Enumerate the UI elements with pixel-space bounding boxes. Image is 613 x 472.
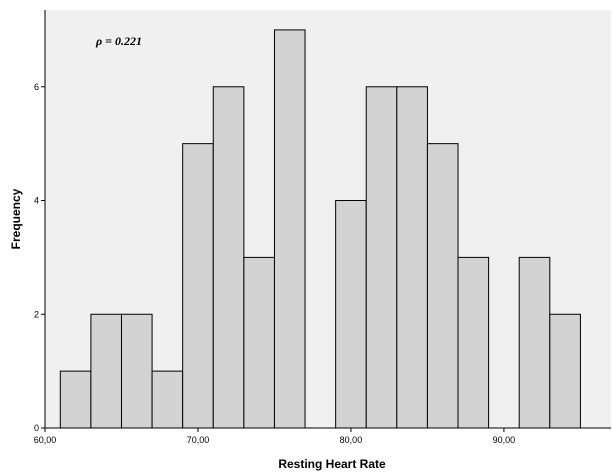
x-tick-label: 80,00 bbox=[340, 435, 363, 445]
histogram-bar bbox=[336, 201, 367, 428]
x-axis-title: Resting Heart Rate bbox=[278, 457, 386, 471]
rho-annotation: ρ = 0.221 bbox=[95, 34, 142, 48]
histogram-bar bbox=[183, 144, 214, 428]
histogram-bar bbox=[121, 314, 152, 428]
histogram-bar bbox=[519, 257, 550, 428]
x-tick-label: 60,00 bbox=[34, 435, 57, 445]
y-axis-title: Frequency bbox=[9, 188, 23, 249]
histogram-bar bbox=[427, 144, 458, 428]
x-tick-label: 70,00 bbox=[187, 435, 210, 445]
x-tick-label: 90,00 bbox=[493, 435, 516, 445]
histogram-bar bbox=[91, 314, 122, 428]
histogram-bar bbox=[152, 371, 183, 428]
y-tick-label: 6 bbox=[34, 82, 39, 92]
histogram-bar bbox=[213, 87, 244, 428]
histogram-bar bbox=[244, 257, 275, 428]
histogram-bar bbox=[550, 314, 581, 428]
y-tick-label: 4 bbox=[34, 196, 39, 206]
histogram-bar bbox=[366, 87, 397, 428]
histogram-bar bbox=[60, 371, 91, 428]
histogram-bar bbox=[458, 257, 489, 428]
y-tick-label: 0 bbox=[34, 423, 39, 433]
y-tick-label: 2 bbox=[34, 309, 39, 319]
histogram-bar bbox=[397, 87, 428, 428]
histogram-bar bbox=[274, 30, 305, 428]
